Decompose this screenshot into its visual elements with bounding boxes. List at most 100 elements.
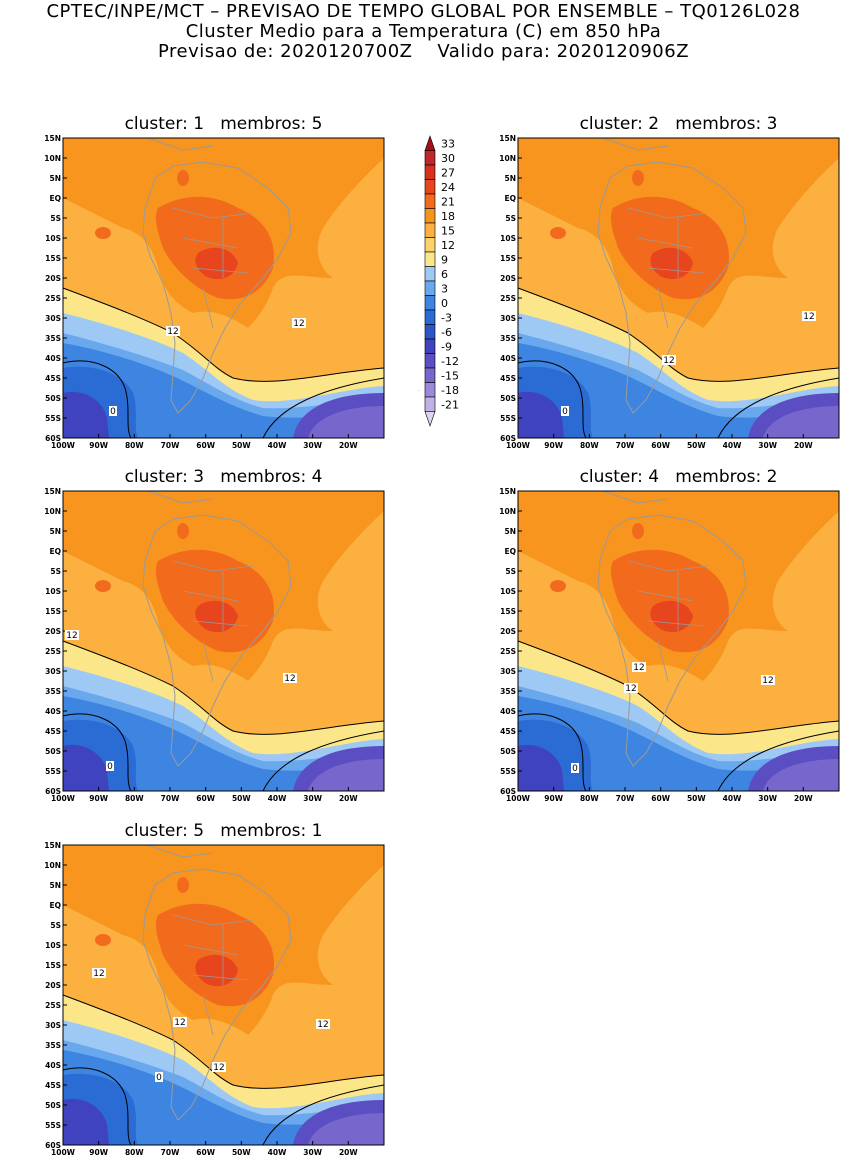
lat-tick-label: 10N xyxy=(44,154,61,163)
colorbar-swatch xyxy=(424,208,436,224)
lon-tick-label: 20W xyxy=(339,1148,358,1157)
colorbar-label: 30 xyxy=(441,152,455,165)
lat-tick-label: 40S xyxy=(500,707,516,716)
lon-tick-label: 50W xyxy=(232,441,251,450)
lat-tick-label: 30S xyxy=(500,667,516,676)
contour-label: 12 xyxy=(663,356,674,366)
colorbar-label: 18 xyxy=(441,210,455,223)
lat-tick-label: 10S xyxy=(45,587,61,596)
lat-tick-label: 5N xyxy=(50,527,62,536)
lat-tick-label: 45S xyxy=(500,727,516,736)
lon-tick-label: 50W xyxy=(232,1148,251,1157)
lat-tick-label: 40S xyxy=(45,354,61,363)
lat-tick-label: EQ xyxy=(50,194,62,203)
contour-label: 12 xyxy=(625,684,636,694)
lon-tick-label: 80W xyxy=(580,794,599,803)
panel-1-contour-labels: 12 12 0 xyxy=(109,318,306,417)
contour-label: 12 xyxy=(633,663,644,673)
lat-tick-label: 50S xyxy=(45,394,61,403)
lon-tick-label: 30W xyxy=(758,441,777,450)
lat-tick-label: 10N xyxy=(44,507,61,516)
lon-tick-label: 80W xyxy=(580,441,599,450)
lat-tick-label: 5S xyxy=(50,567,61,576)
lat-tick-label: 35S xyxy=(45,687,61,696)
lon-tick-label: 60W xyxy=(196,441,215,450)
colorbar-label: -6 xyxy=(441,326,452,339)
lat-tick-label: 15S xyxy=(45,961,61,970)
colorbar-label: -12 xyxy=(441,355,459,368)
colorbar-swatch xyxy=(424,324,436,340)
panel-1-lon-ticks: 100W 90W 80W 70W 60W 50W 40W 30W 20W xyxy=(51,434,358,450)
lat-tick-label: 15N xyxy=(44,134,61,143)
colorbar-label: 6 xyxy=(441,268,448,281)
contour-label: 12 xyxy=(418,390,420,392)
panel-2-lon-ticks: 100W 90W 80W 70W 60W 50W 40W 30W 20W xyxy=(506,434,813,450)
lon-tick-label: 40W xyxy=(268,794,287,803)
colorbar-swatch xyxy=(424,280,436,296)
lat-tick-label: 5S xyxy=(505,567,516,576)
lon-tick-label: 20W xyxy=(794,794,813,803)
lat-tick-label: 10S xyxy=(500,587,516,596)
colorbar-swatch xyxy=(424,295,436,311)
lat-tick-label: 55S xyxy=(500,767,516,776)
colorbar-swatch xyxy=(424,150,436,166)
contour-label: 12 xyxy=(167,327,178,337)
panel-5-title: cluster: 5 membros: 1 xyxy=(124,821,323,841)
lon-tick-label: 40W xyxy=(723,794,742,803)
contour-label: 12 xyxy=(293,319,304,329)
lat-tick-label: 10S xyxy=(45,941,61,950)
panel-5-lat-ticks: 15N 10N 5N EQ 5S 10S 15S 20S 25S 30S 35S 40S 45S 50S 5… xyxy=(44,841,67,1150)
colorbar-swatch xyxy=(424,353,436,369)
lat-tick-label: 5N xyxy=(505,527,517,536)
lat-tick-label: 40S xyxy=(500,354,516,363)
panel-3-lat-ticks: 15N 10N 5N EQ 5S 10S 15S 20S 25S 30S 35S 40S 45S 50S 5… xyxy=(44,487,67,796)
lon-tick-label: 30W xyxy=(303,1148,322,1157)
lon-tick-label: 70W xyxy=(161,441,180,450)
lon-tick-label: 50W xyxy=(232,794,251,803)
lat-tick-label: 5S xyxy=(505,214,516,223)
panel-4-title: cluster: 4 membros: 2 xyxy=(579,467,778,487)
lat-tick-label: 25S xyxy=(45,294,61,303)
lat-tick-label: 5N xyxy=(50,174,62,183)
lon-tick-label: 70W xyxy=(616,441,635,450)
colorbar-swatch xyxy=(424,135,436,151)
lat-tick-label: 20S xyxy=(45,274,61,283)
lat-tick-label: 5S xyxy=(50,214,61,223)
lat-tick-label: 45S xyxy=(45,1081,61,1090)
lat-tick-label: 10N xyxy=(499,154,516,163)
lat-tick-label: 15N xyxy=(499,487,516,496)
lat-tick-label: EQ xyxy=(50,901,62,910)
panel-1-map: 15N 10N 5N EQ 5S 10S 15S 20S 25S 30S 35S 40S 45S 50S 5… xyxy=(44,134,385,450)
panel-4-lat-ticks: 15N 10N 5N EQ 5S 10S 15S 20S 25S 30S 35S 40S 45S 50S 5… xyxy=(499,487,522,796)
contour-label: 12 xyxy=(762,676,773,686)
lat-tick-label: 50S xyxy=(45,747,61,756)
lat-tick-label: 40S xyxy=(45,1061,61,1070)
lon-tick-label: 80W xyxy=(125,794,144,803)
lat-tick-label: 45S xyxy=(500,374,516,383)
lon-tick-label: 20W xyxy=(339,794,358,803)
lon-tick-label: 40W xyxy=(268,441,287,450)
lat-tick-label: 25S xyxy=(500,294,516,303)
lat-tick-label: 60S xyxy=(45,434,61,443)
contour-label: 12 xyxy=(213,1063,224,1073)
lat-tick-label: 45S xyxy=(45,727,61,736)
colorbar-label: 0 xyxy=(441,297,448,310)
colorbar-label: -21 xyxy=(441,399,459,412)
figure-title-line-1: CPTEC/INPE/MCT – PREVISAO DE TEMPO GLOBA… xyxy=(46,1,801,22)
lat-tick-label: EQ xyxy=(50,547,62,556)
panel-5-contour-labels: 12 12 12 12 0 xyxy=(92,968,330,1083)
lat-tick-label: 50S xyxy=(500,394,516,403)
lon-tick-label: 50W xyxy=(687,794,706,803)
lat-tick-label: 60S xyxy=(45,1141,61,1150)
figure-title-line-3: Previsao de: 2020120700Z Valido para: 20… xyxy=(157,41,690,62)
colorbar-swatch xyxy=(424,237,436,253)
colorbar-swatch xyxy=(424,251,436,267)
colorbar-swatch xyxy=(424,222,436,238)
lat-tick-label: 10S xyxy=(500,234,516,243)
colorbar-label: 24 xyxy=(441,181,455,194)
colorbar-label: 12 xyxy=(441,239,455,252)
lat-tick-label: 55S xyxy=(45,414,61,423)
lat-tick-label: 60S xyxy=(45,787,61,796)
lat-tick-label: 35S xyxy=(500,687,516,696)
